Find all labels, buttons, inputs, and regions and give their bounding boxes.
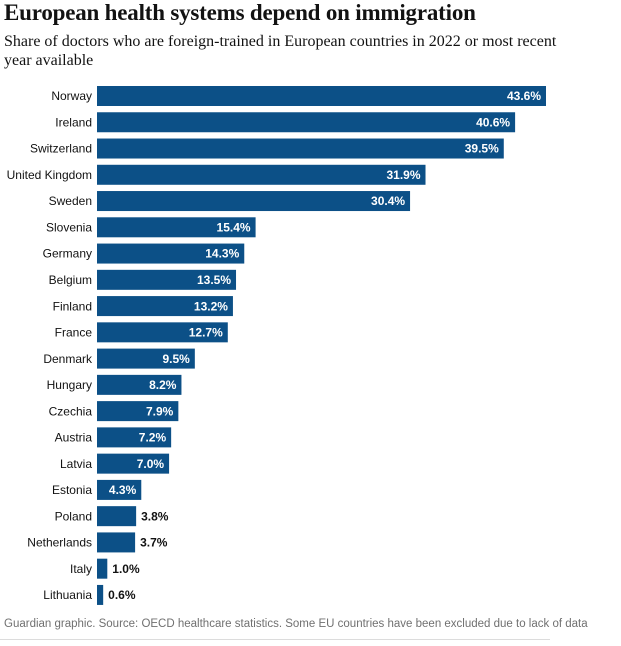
value-label: 7.9% — [146, 404, 174, 418]
value-label: 39.5% — [465, 142, 499, 156]
value-label: 15.4% — [217, 220, 251, 234]
value-label: 3.8% — [141, 509, 169, 523]
bar — [97, 584, 104, 605]
value-label: 13.5% — [197, 273, 231, 287]
bar — [97, 243, 245, 264]
category-label: Latvia — [60, 457, 92, 471]
footer-rule — [0, 639, 550, 640]
category-label: Finland — [53, 299, 92, 313]
bar — [97, 138, 504, 159]
value-label: 30.4% — [371, 194, 405, 208]
value-label: 14.3% — [205, 247, 239, 261]
bar — [97, 269, 237, 290]
category-label: Germany — [43, 247, 92, 261]
value-label: 0.6% — [108, 588, 136, 602]
category-label: Denmark — [43, 352, 93, 366]
bar — [97, 479, 142, 500]
value-label: 13.2% — [194, 299, 228, 313]
bar — [97, 558, 108, 579]
category-label: United Kingdom — [7, 168, 92, 182]
source-note: Guardian graphic. Source: OECD healthcar… — [4, 618, 588, 630]
value-label: 43.6% — [507, 89, 541, 103]
category-label: Belgium — [49, 273, 92, 287]
bar — [97, 401, 179, 422]
category-label: Slovenia — [46, 220, 92, 234]
category-label: Sweden — [49, 194, 92, 208]
category-label: Lithuania — [43, 588, 92, 602]
category-label: Estonia — [52, 483, 92, 497]
bar — [97, 348, 195, 369]
category-label: Hungary — [47, 378, 92, 392]
bar — [97, 506, 137, 527]
value-label: 3.7% — [140, 536, 168, 550]
bar — [97, 374, 182, 395]
category-label: Netherlands — [27, 536, 92, 550]
value-label: 4.3% — [109, 483, 137, 497]
bar — [97, 217, 256, 238]
bar — [97, 427, 172, 448]
category-label: Switzerland — [30, 142, 92, 156]
bar — [97, 296, 233, 317]
category-label: Norway — [51, 89, 92, 103]
value-label: 40.6% — [476, 115, 510, 129]
chart-title: European health systems depend on immigr… — [4, 0, 476, 25]
bar — [97, 322, 228, 343]
bar — [97, 191, 411, 212]
category-label: Czechia — [49, 404, 93, 418]
bar — [97, 112, 516, 133]
category-label: Ireland — [55, 115, 92, 129]
category-label: Austria — [55, 431, 93, 445]
value-label: 9.5% — [162, 352, 190, 366]
bar — [97, 86, 546, 106]
value-label: 7.2% — [139, 431, 167, 445]
value-label: 7.0% — [137, 457, 165, 471]
value-label: 1.0% — [112, 562, 140, 576]
bar — [97, 532, 136, 553]
value-label: 12.7% — [189, 326, 223, 340]
category-label: Poland — [55, 509, 92, 523]
value-label: 31.9% — [386, 168, 420, 182]
value-label: 8.2% — [149, 378, 177, 392]
category-label: Italy — [70, 562, 92, 576]
bar — [97, 453, 170, 474]
bar — [97, 164, 426, 185]
chart-subtitle: Share of doctors who are foreign-trained… — [4, 33, 557, 69]
category-label: France — [55, 326, 93, 340]
